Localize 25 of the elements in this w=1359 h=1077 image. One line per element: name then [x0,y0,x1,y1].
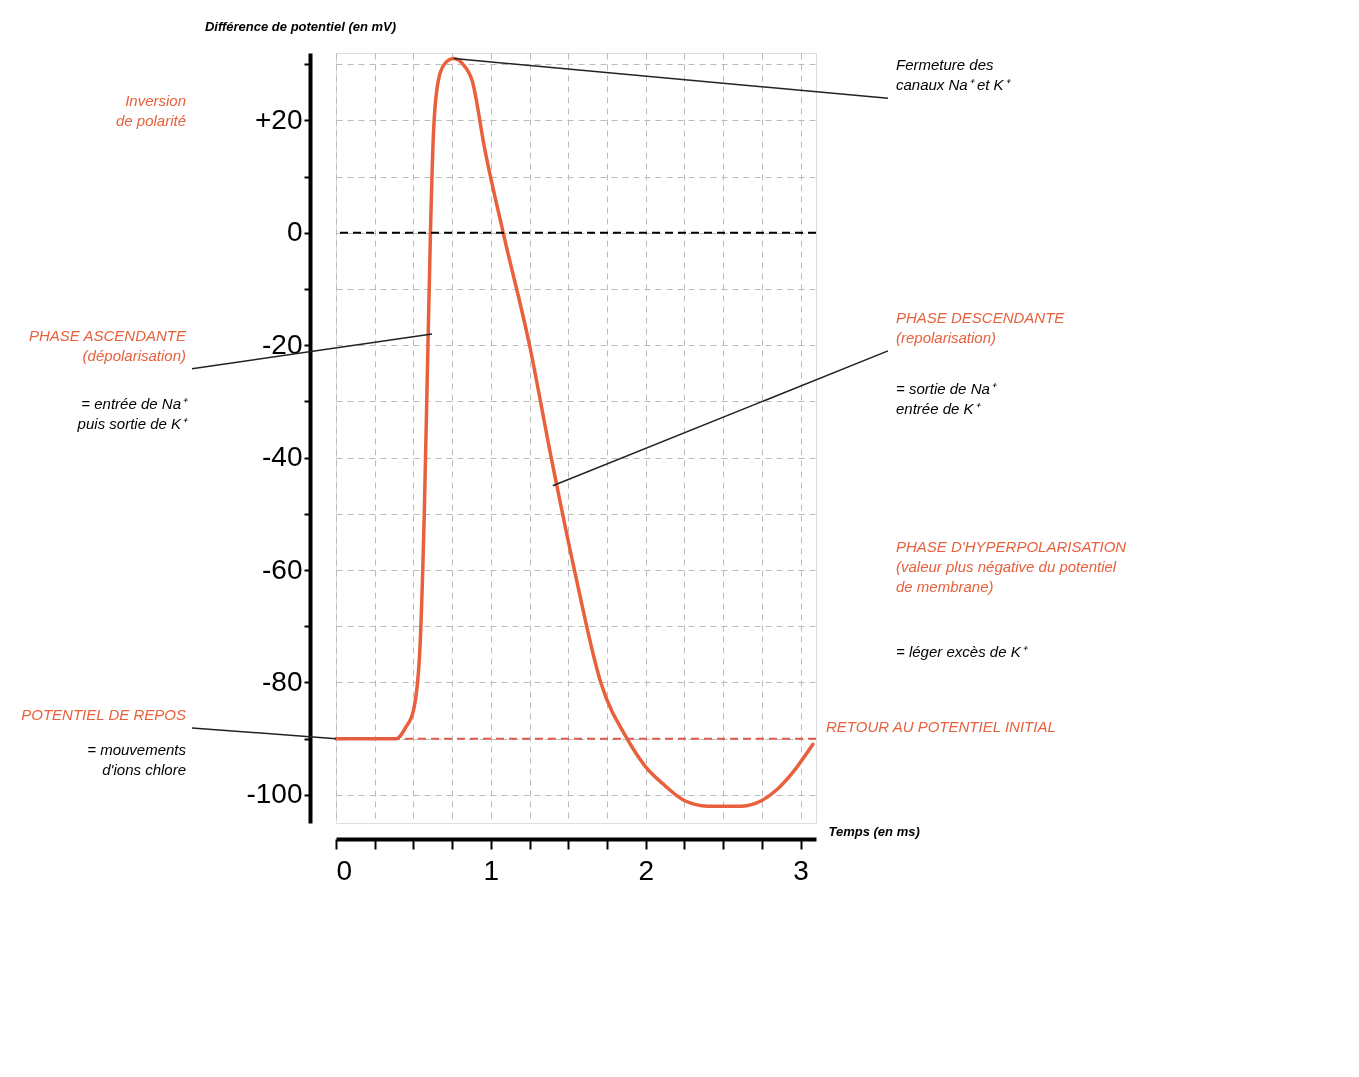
y-axis-title: Différence de potentiel (en mV) [204,18,397,34]
text: Inversion de polarité [115,92,186,130]
text: = entrée de Na⁺ puis sortie de K⁺ [76,395,188,433]
y-tick-label: -80 [262,665,303,697]
y-tick-label: 0 [286,216,303,248]
text: PHASE D'HYPERPOLARISATION (valeur plus négative du potentiel de membrane) [896,538,1127,596]
y-tick-label: -40 [262,441,303,473]
annotation: Fermeture des canaux Na⁺ et K⁺ [896,56,1011,94]
x-tick-label: 0 [336,854,353,886]
text: = sortie de Na⁺ entrée de K⁺ [896,380,997,418]
text: = léger excès de K⁺ [896,642,1028,660]
y-tick-label: -100 [246,778,303,810]
y-tick-label: +20 [255,103,303,135]
y-tick-label: -20 [262,328,303,360]
y-tick-label: -60 [262,553,303,585]
x-axis-title: Temps (en ms) [828,823,920,839]
x-tick-label: 3 [793,854,809,886]
annotation: PHASE DESCENDANTE (repolarisation) [896,308,1066,346]
x-tick-label: 1 [483,854,500,886]
line-series [334,56,815,808]
text: = mouvements d'ions chlore [87,740,187,778]
ref-line-label: RETOUR AU POTENTIEL INITIAL [826,717,1056,735]
x-tick-label: 2 [638,854,654,886]
annotation: PHASE ASCENDANTE (dépolarisation) [29,326,187,364]
annotation: POTENTIEL DE REPOS [21,705,186,723]
